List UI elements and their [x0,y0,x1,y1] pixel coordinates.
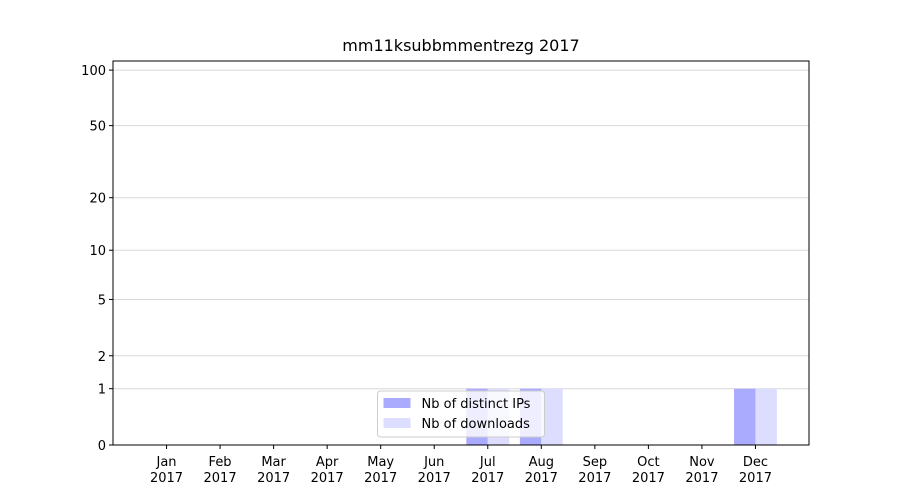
legend-swatch [383,398,411,408]
legend-label: Nb of distinct IPs [422,397,531,412]
x-tick-label: May [367,455,394,470]
x-tick-label: 2017 [471,471,504,486]
x-tick-label: Mar [261,455,286,470]
x-tick-label: 2017 [632,471,665,486]
bar [734,388,756,445]
legend-box [377,390,545,438]
x-tick-label: 2017 [150,471,183,486]
legend: Nb of distinct IPs Nb of downloads [377,390,545,438]
x-tick-label: Dec [743,455,768,470]
legend-label: Nb of downloads [422,417,531,432]
x-tick-label: Aug [529,455,554,470]
x-tick-label: 2017 [257,471,290,486]
y-tick-label: 50 [89,120,106,135]
x-tick-label: 2017 [739,471,772,486]
x-tick-label: 2017 [685,471,718,486]
x-tick-label: 2017 [525,471,558,486]
y-tick-label: 0 [98,439,106,454]
y-tick-label: 100 [81,64,106,79]
x-tick-label: Feb [209,455,232,470]
y-tick-label: 5 [98,293,106,308]
chart-title: mm11ksubbmmentrezg 2017 [342,36,579,55]
bar [755,388,777,445]
x-tick-label: Apr [316,455,339,470]
y-tick-label: 20 [89,192,106,207]
x-tick-label: 2017 [418,471,451,486]
y-tick-label: 2 [98,350,106,365]
x-tick-label: 2017 [204,471,237,486]
x-tick-label: Jul [479,455,496,470]
x-tick-label: 2017 [311,471,344,486]
x-tick-label: Nov [689,455,715,470]
x-tick-label: 2017 [578,471,611,486]
bar [541,388,563,445]
y-tick-label: 10 [89,244,106,259]
x-tick-label: 2017 [364,471,397,486]
x-tick-label: Sep [583,455,608,470]
x-tick-label: Jan [156,455,177,470]
legend-swatch [383,418,411,428]
y-tick-label: 1 [98,383,106,398]
plot-frame [112,60,810,446]
x-tick-label: Oct [637,455,659,470]
x-tick-label: Jun [423,455,444,470]
